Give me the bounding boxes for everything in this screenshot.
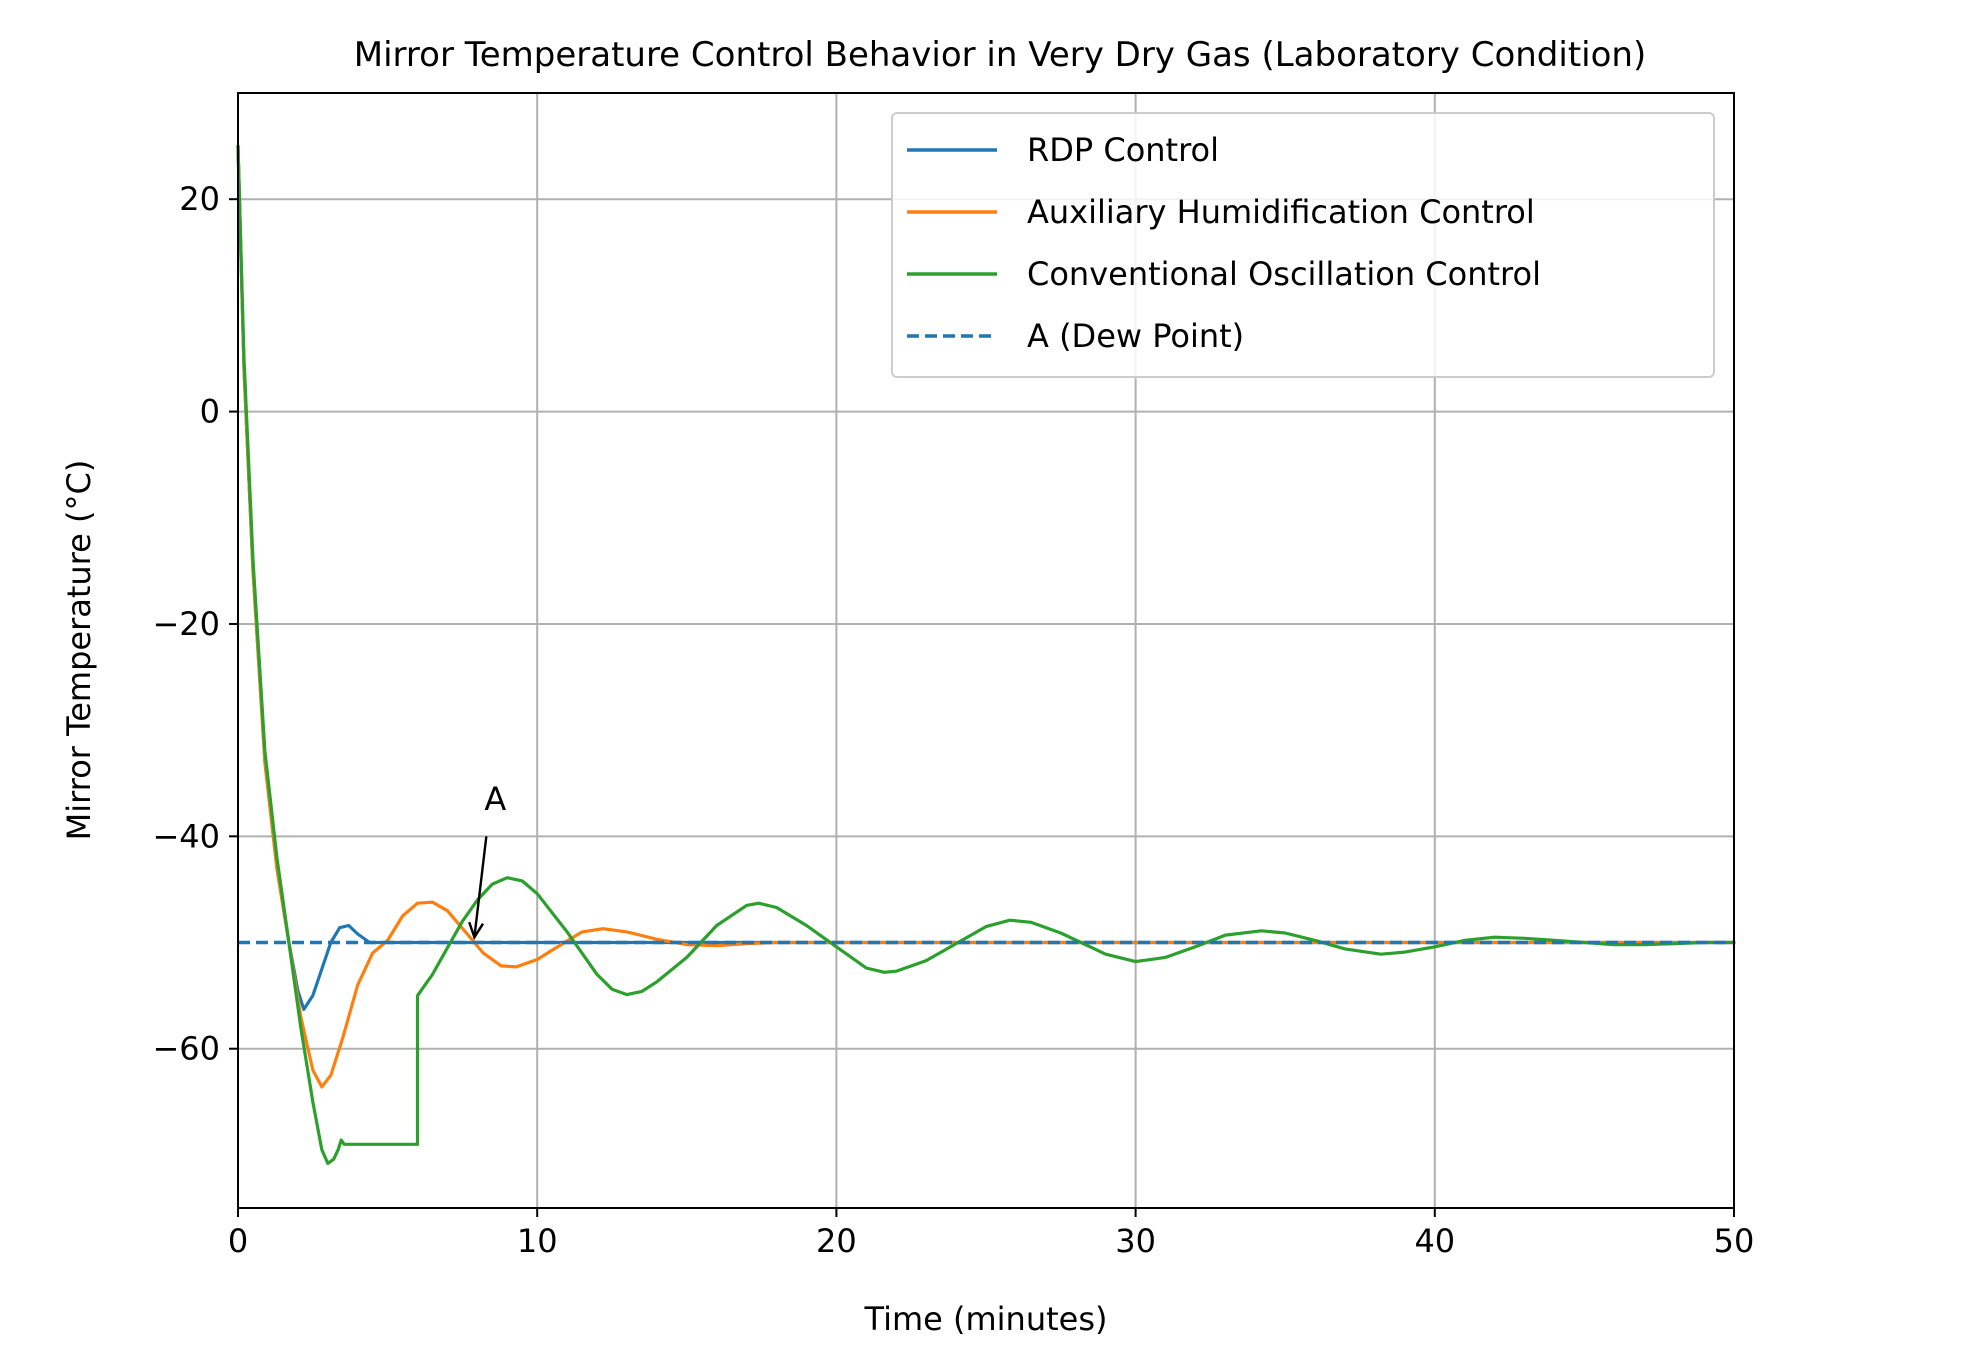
plot-frame (237, 92, 1735, 1209)
x-tick-label: 20 (816, 1222, 857, 1260)
legend-label-auxiliary-humidification-control: Auxiliary Humidification Control (1027, 193, 1535, 231)
y-tick-label: 0 (200, 393, 220, 431)
x-tick-label: 40 (1414, 1222, 1455, 1260)
y-axis-label: Mirror Temperature (°C) (60, 460, 98, 841)
annotation-label: A (484, 780, 506, 818)
axis-ticks: 0 10 20 30 40 50 −60 −40 −20 0 20 (152, 180, 1754, 1260)
x-tick-label: 50 (1714, 1222, 1755, 1260)
y-tick-label: −20 (152, 605, 220, 643)
legend-box (891, 112, 1715, 378)
annotation-arrow-head (468, 921, 485, 940)
annotation-arrow-shaft (473, 836, 488, 938)
legend: RDP Control Auxiliary Humidification Cont… (891, 112, 1715, 378)
x-tick-label: 0 (228, 1222, 248, 1260)
legend-label-a-dew-point: A (Dew Point) (1027, 317, 1244, 355)
chart-title: Mirror Temperature Control Behavior in V… (354, 35, 1646, 75)
y-tick-label: −40 (152, 817, 220, 855)
legend-label-rdp-control: RDP Control (1027, 131, 1219, 169)
series-group (236, 144, 1736, 1166)
annotation-group: A (468, 780, 506, 940)
y-tick-label: −60 (152, 1030, 220, 1068)
legend-label-conventional-oscillation-control: Conventional Oscillation Control (1027, 255, 1541, 293)
series-line-conventional-oscillation-control (236, 144, 1736, 1166)
y-tick-label: 20 (179, 180, 220, 218)
x-axis-label: Time (minutes) (864, 1300, 1108, 1338)
x-tick-label: 10 (517, 1222, 558, 1260)
x-tick-label: 30 (1115, 1222, 1156, 1260)
